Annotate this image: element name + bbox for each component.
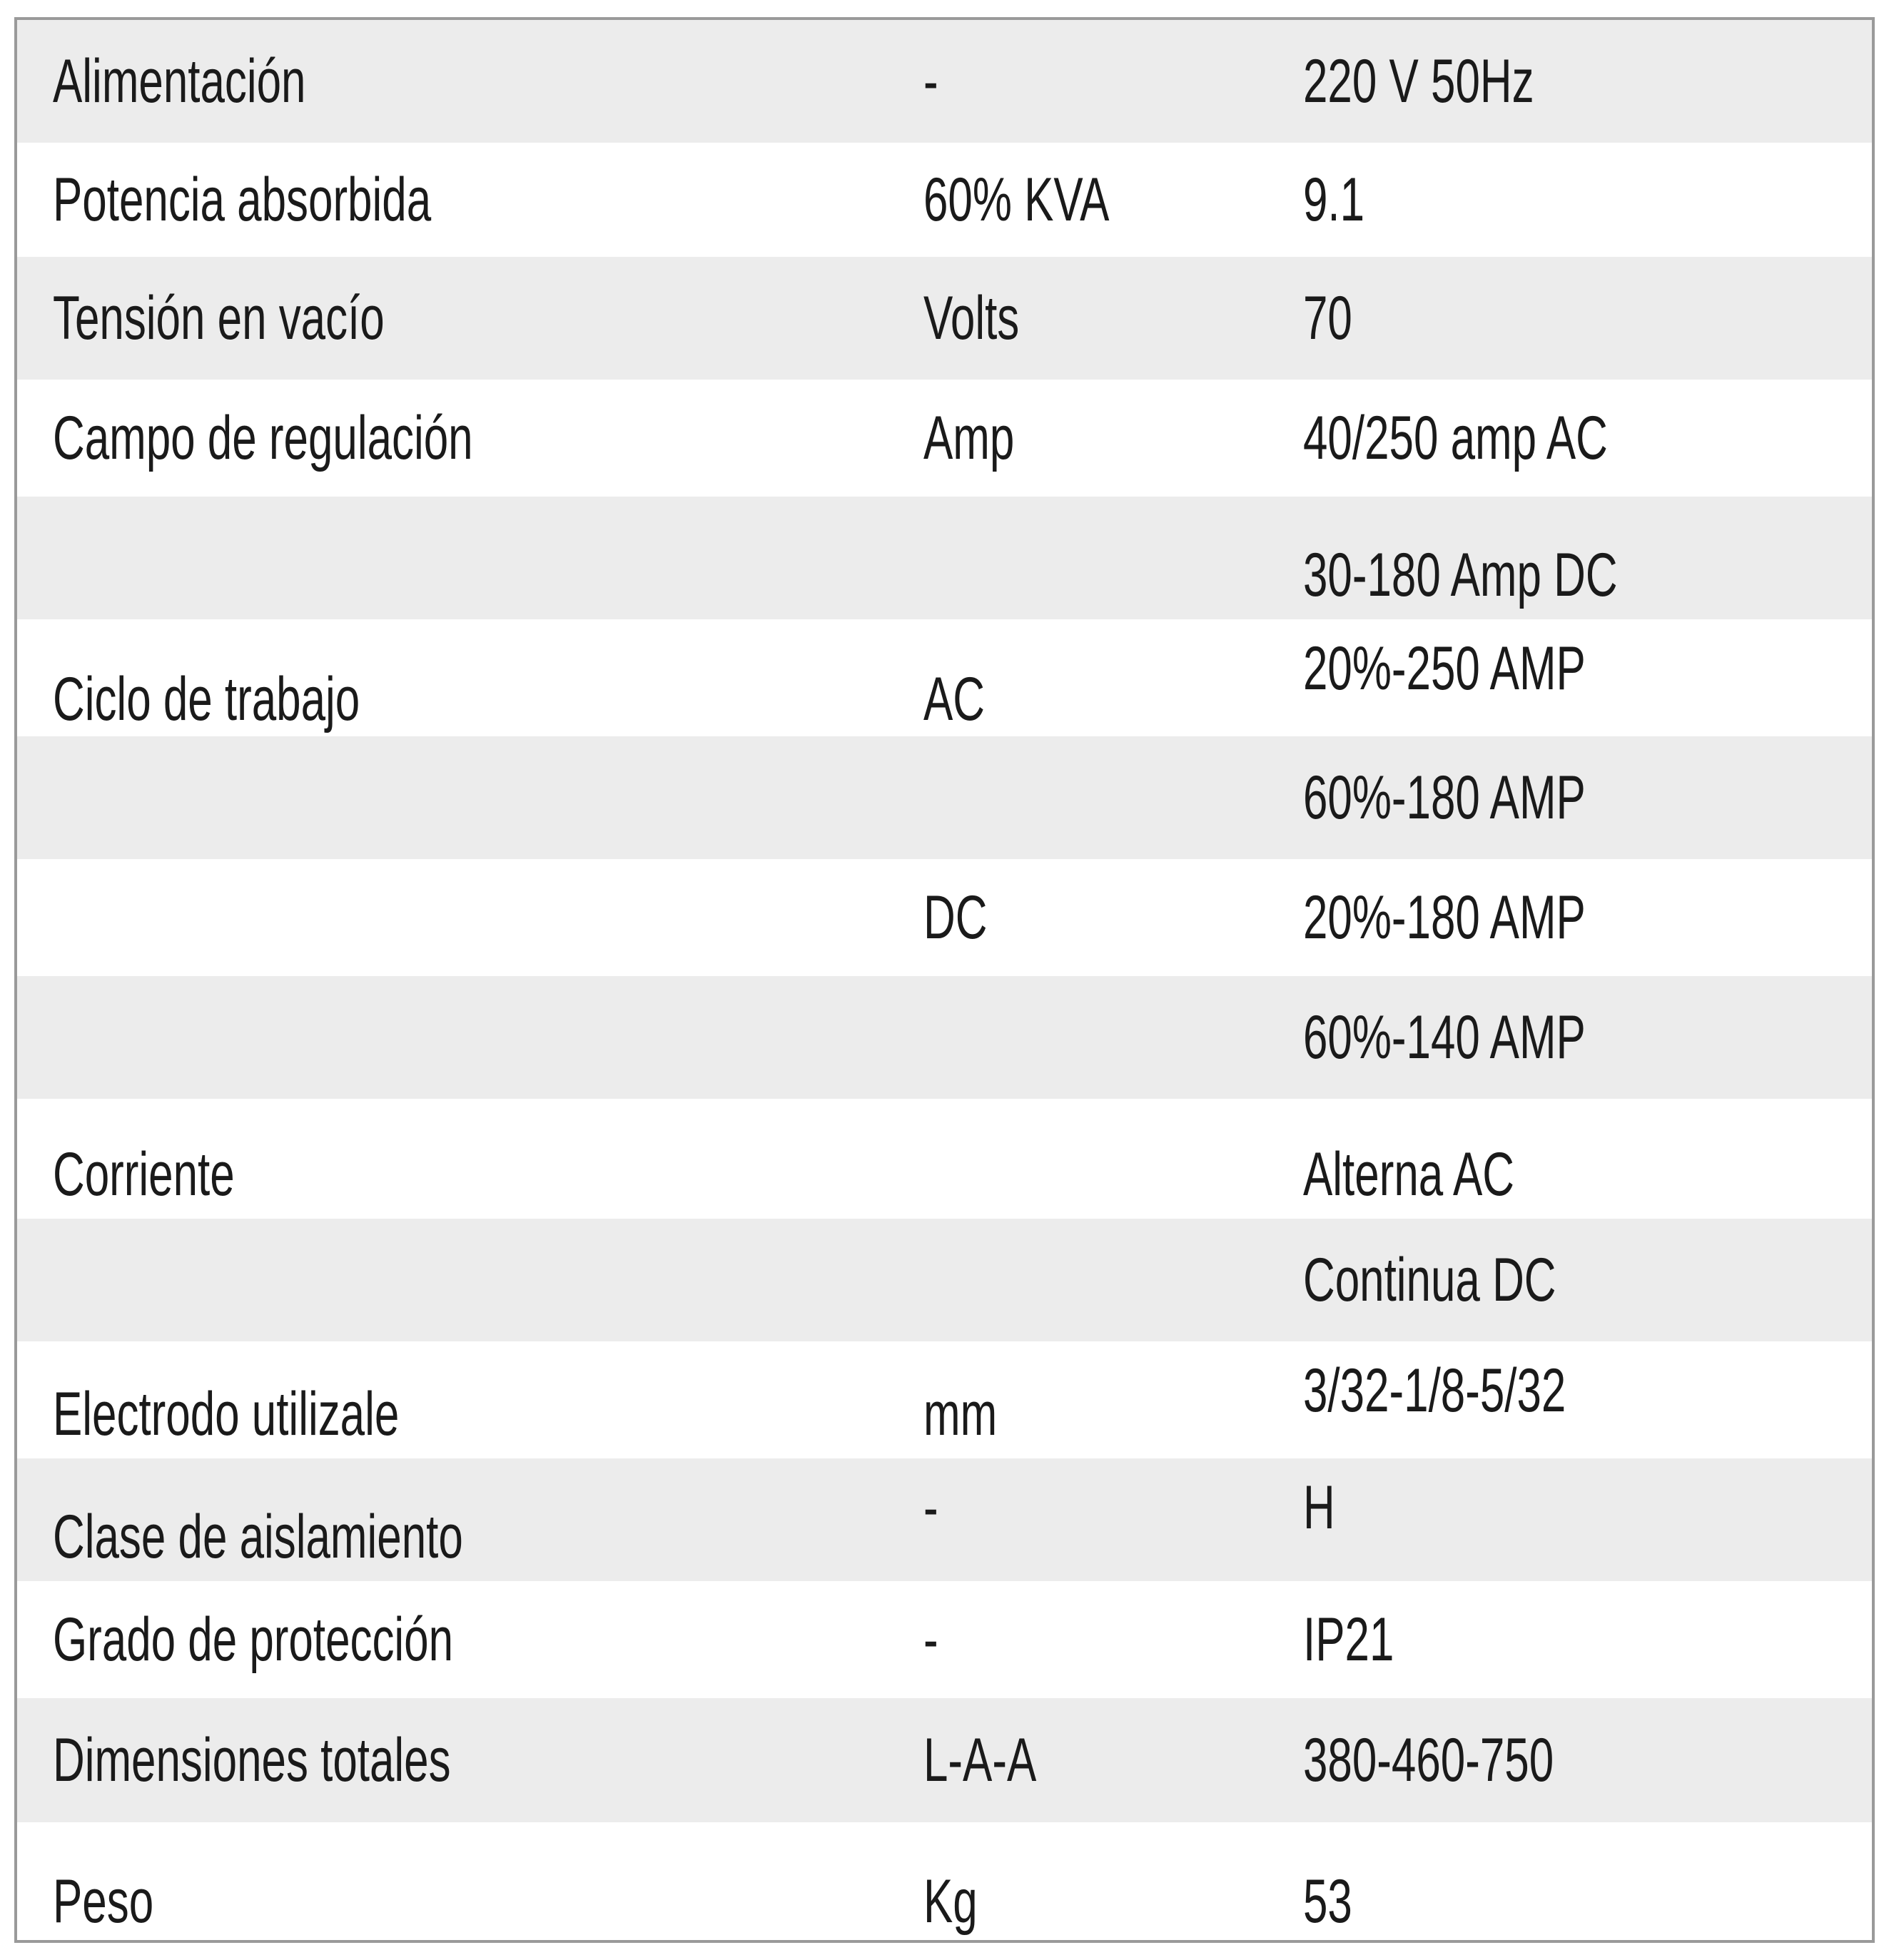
table-row: Alimentación - 220 V 50Hz [17,20,1872,143]
table-row: Potencia absorbida 60% KVA 9.1 [17,143,1872,257]
unit-cell: mm [923,1380,998,1448]
value-cell: 60%-140 AMP [1303,1002,1586,1072]
table-row: 30-180 Amp DC [17,497,1872,619]
unit-cell: AC [923,664,986,733]
table-row: 60%-140 AMP [17,976,1872,1099]
param-cell: Dimensiones totales [53,1725,451,1794]
value-cell: 60%-180 AMP [1303,763,1586,832]
table-row: DC 20%-180 AMP [17,859,1872,976]
value-cell: H [1303,1473,1335,1542]
unit-cell: DC [923,883,988,952]
table-row: 60%-180 AMP [17,736,1872,859]
table-row: Electrodo utilizale mm 3/32-1/8-5/32 [17,1341,1872,1458]
unit-cell: 60% KVA [923,165,1110,234]
param-cell: Ciclo de trabajo [53,664,360,733]
table-row: Corriente Alterna AC [17,1099,1872,1219]
value-cell: Continua DC [1303,1245,1556,1314]
unit-cell: - [923,46,938,116]
value-cell: Alterna AC [1303,1140,1514,1209]
value-cell: 3/32-1/8-5/32 [1303,1356,1566,1425]
table-row: Continua DC [17,1219,1872,1341]
table-row: Grado de protección - IP21 [17,1581,1872,1698]
value-cell: IP21 [1303,1605,1394,1674]
unit-cell: Volts [923,283,1020,352]
param-cell: Campo de regulación [53,403,473,472]
param-cell: Electrodo utilizale [53,1380,400,1448]
param-cell: Clase de aislamiento [53,1503,463,1571]
table-row: Clase de aislamiento - H [17,1458,1872,1581]
unit-cell: Kg [923,1867,978,1936]
unit-cell: - [923,1473,938,1542]
value-cell: 220 V 50Hz [1303,46,1534,116]
param-cell: Grado de protección [53,1605,454,1674]
unit-cell: L-A-A [923,1725,1037,1794]
value-cell: 30-180 Amp DC [1303,541,1618,609]
param-cell: Tensión en vacío [53,283,385,352]
spec-table-frame: Alimentación - 220 V 50Hz Potencia absor… [14,17,1875,1943]
table-row: Campo de regulación Amp 40/250 amp AC [17,380,1872,497]
unit-cell: Amp [923,403,1015,472]
value-cell: 20%-250 AMP [1303,634,1586,703]
spec-table: Alimentación - 220 V 50Hz Potencia absor… [17,20,1872,1940]
value-cell: 70 [1303,283,1352,352]
table-row: Tensión en vacío Volts 70 [17,257,1872,380]
value-cell: 40/250 amp AC [1303,403,1608,472]
value-cell: 20%-180 AMP [1303,883,1586,952]
table-row: Dimensiones totales L-A-A 380-460-750 [17,1698,1872,1822]
param-cell: Alimentación [53,46,306,116]
value-cell: 380-460-750 [1303,1725,1554,1794]
param-cell: Potencia absorbida [53,165,432,234]
value-cell: 9.1 [1303,165,1365,234]
param-cell: Corriente [53,1140,235,1209]
unit-cell: - [923,1605,938,1674]
value-cell: 53 [1303,1867,1352,1936]
table-row: Peso Kg 53 [17,1822,1872,1940]
param-cell: Peso [53,1867,154,1936]
table-row: Ciclo de trabajo AC 20%-250 AMP [17,619,1872,736]
